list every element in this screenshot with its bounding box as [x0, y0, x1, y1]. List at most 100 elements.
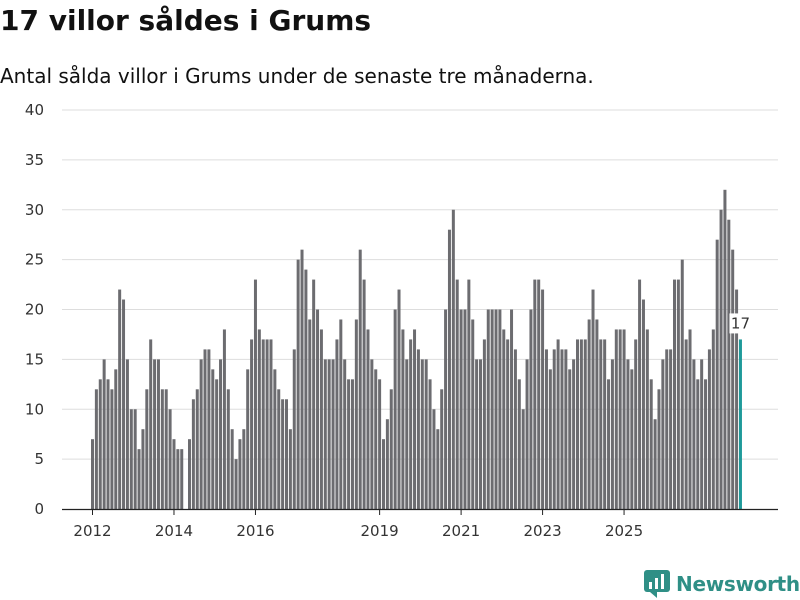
bar	[653, 419, 657, 509]
bar	[176, 449, 180, 509]
bar	[389, 389, 393, 509]
bar	[312, 279, 316, 509]
bar	[587, 319, 591, 509]
bar	[715, 239, 719, 510]
bar	[455, 279, 459, 509]
bar	[521, 409, 525, 509]
bar	[234, 459, 238, 510]
bar	[382, 439, 385, 509]
bar	[296, 259, 300, 510]
bar	[122, 299, 126, 509]
bar	[440, 389, 444, 509]
bar	[281, 399, 285, 509]
bar	[323, 359, 327, 510]
bar	[568, 369, 572, 509]
bar	[494, 309, 498, 509]
bar	[638, 279, 642, 509]
chart-subtitle: Antal sålda villor i Grums under de sena…	[0, 64, 594, 88]
bar	[723, 189, 727, 510]
bar	[622, 329, 626, 509]
bar	[253, 279, 257, 509]
bar	[665, 349, 669, 509]
bar	[153, 359, 157, 510]
gridlines	[62, 109, 778, 460]
x-tick-label: 2019	[361, 522, 399, 540]
bar	[168, 409, 172, 509]
bar	[226, 389, 230, 509]
bar	[393, 309, 397, 509]
bar	[413, 329, 417, 509]
bar	[603, 339, 607, 509]
bar	[156, 359, 160, 510]
bar	[498, 309, 502, 509]
bar	[366, 329, 370, 509]
bar	[149, 339, 153, 509]
bar	[114, 369, 118, 509]
bar	[595, 319, 599, 509]
bar	[525, 359, 529, 510]
bar	[479, 359, 482, 510]
newsworthy-icon	[644, 570, 670, 598]
y-tick-label: 5	[34, 450, 44, 468]
annotations: 17	[729, 313, 752, 334]
y-tick-label: 30	[25, 201, 44, 219]
bar	[180, 449, 184, 509]
bar	[463, 309, 467, 509]
bar	[222, 329, 226, 509]
bar	[195, 389, 199, 509]
y-tick-label: 25	[25, 251, 44, 269]
bar	[219, 359, 223, 510]
bar	[630, 369, 634, 509]
y-axis-ticks: 0 5 10 15 20 25 30 35 40	[25, 101, 44, 518]
bar	[576, 339, 579, 509]
bar	[257, 329, 261, 509]
bar	[370, 359, 374, 510]
bar	[513, 349, 517, 509]
bar	[579, 339, 583, 509]
bar	[141, 429, 145, 509]
bar	[657, 389, 661, 509]
bar	[560, 349, 564, 509]
bar	[424, 359, 428, 510]
bar	[385, 419, 389, 509]
bar	[288, 429, 292, 509]
bar	[230, 429, 234, 509]
bar	[316, 309, 320, 509]
bar	[327, 359, 331, 510]
bar-latest	[738, 339, 742, 509]
bar	[533, 279, 537, 509]
bar	[583, 339, 587, 509]
bar	[673, 279, 676, 509]
bar	[447, 229, 451, 509]
x-axis-ticks: 2012 2014 2016 2019 2021 2023 2025	[62, 508, 778, 540]
brand-logo[interactable]: Newsworthy	[644, 568, 800, 600]
bar	[319, 329, 323, 509]
bar	[517, 379, 521, 509]
bar	[405, 359, 409, 510]
bar	[106, 379, 110, 509]
bar	[634, 339, 638, 509]
bar	[331, 359, 335, 510]
bar	[172, 439, 176, 509]
bar	[238, 439, 242, 509]
y-tick-label: 40	[25, 101, 44, 119]
bar	[285, 399, 288, 509]
bar	[490, 309, 494, 509]
bar	[164, 389, 168, 509]
y-tick-label: 10	[25, 400, 44, 418]
bar	[680, 259, 684, 510]
bar	[649, 379, 653, 509]
bar	[277, 389, 281, 509]
bar	[118, 289, 122, 509]
bar	[292, 349, 296, 509]
bar	[661, 359, 665, 510]
bar	[471, 319, 475, 509]
bar	[506, 339, 510, 509]
bar	[541, 289, 545, 509]
bar	[459, 309, 463, 509]
bar	[607, 379, 611, 509]
bar	[537, 279, 541, 509]
bar	[265, 339, 269, 509]
y-tick-label: 15	[25, 350, 44, 368]
